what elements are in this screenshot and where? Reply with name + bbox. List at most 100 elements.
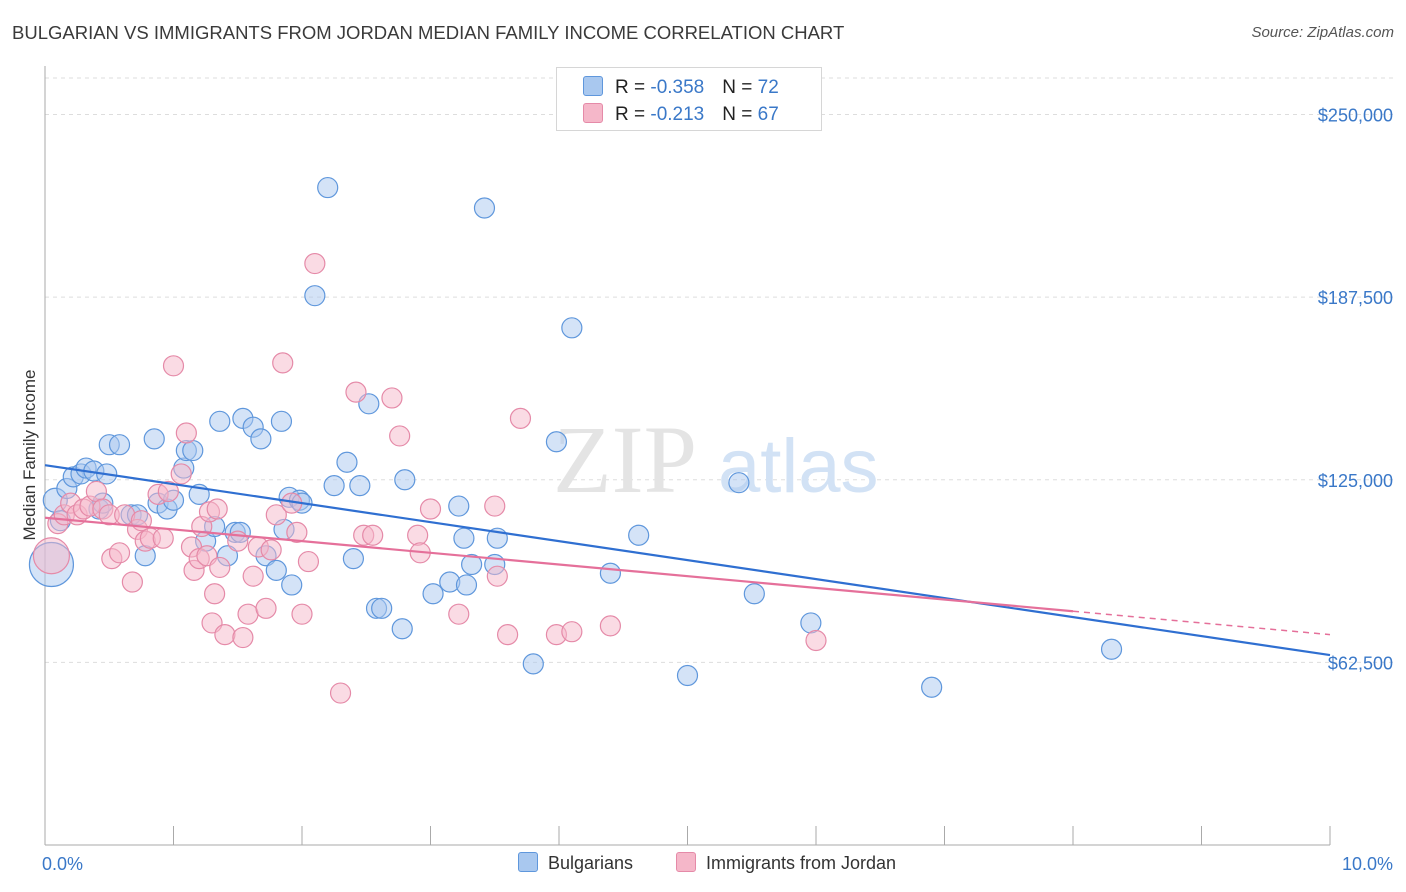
bulgarian-point: [371, 597, 393, 619]
jordan-point: [329, 682, 352, 704]
watermark-zip: ZIP: [553, 406, 697, 513]
legend-row-bulgarians: R = -0.358 N = 72: [583, 76, 779, 99]
watermark: ZIP atlas: [553, 406, 879, 513]
jordan-point: [32, 537, 71, 575]
bulgarian-point: [270, 410, 293, 432]
bulgarian-point: [545, 431, 568, 453]
bulgarian-point: [522, 653, 544, 675]
jordan-point: [486, 565, 508, 587]
jordan-point: [214, 624, 236, 646]
chart-title: BULGARIAN VS IMMIGRANTS FROM JORDAN MEDI…: [12, 22, 845, 43]
axes: [44, 66, 1331, 846]
jordan-point: [381, 387, 403, 409]
jordan-point: [108, 542, 131, 564]
bottom-legend-label: Immigrants from Jordan: [706, 853, 897, 873]
jordan-point: [121, 571, 143, 593]
bulgarian-point: [349, 475, 371, 497]
jordan-point: [237, 603, 259, 625]
bulgarian-point: [342, 548, 364, 570]
jordan-point: [175, 422, 197, 444]
jordan-point: [152, 527, 174, 549]
data-points: [28, 176, 1123, 704]
bulgarian-point: [455, 574, 478, 596]
bulgarian-point: [461, 553, 483, 576]
jordan-point: [345, 381, 367, 403]
jordan-point: [206, 498, 228, 520]
jordan-point: [272, 352, 294, 374]
y-tick-label: $250,000: [1318, 106, 1393, 126]
bulgarian-point: [561, 317, 583, 339]
legend-n-value: 72: [757, 77, 779, 98]
jordan-point: [286, 521, 308, 543]
bottom-legend-swatch-jordan: [676, 852, 696, 872]
bulgarian-point: [921, 676, 943, 698]
jordan-point: [448, 603, 470, 625]
legend-n-value: 67: [757, 104, 779, 125]
bulgarian-point: [728, 472, 750, 494]
bulgarian-point: [448, 495, 470, 517]
bulgarian-point: [323, 475, 345, 497]
jordan-trend-line: [44, 516, 1074, 613]
jordan-point: [484, 495, 506, 517]
bulgarian-point: [1100, 638, 1123, 660]
legend-r-value: -0.213: [650, 104, 705, 125]
legend-row-jordan: R = -0.213 N = 67: [583, 103, 779, 126]
y-tick-labels: $62,500 $125,000 $187,500 $250,000: [1318, 106, 1393, 674]
jordan-point: [291, 603, 313, 625]
bulgarian-point: [800, 612, 822, 634]
jordan-point: [362, 524, 384, 546]
jordan-point: [255, 597, 277, 619]
jordan-point: [265, 504, 287, 526]
bottom-legend-swatch-bulgarians: [518, 852, 538, 872]
legend-r-label: R =: [615, 104, 651, 125]
jordan-point: [170, 463, 192, 485]
jordan-point: [561, 621, 583, 643]
bulgarian-point: [676, 664, 699, 687]
watermark-atlas: atlas: [718, 424, 879, 509]
x-tick-label: 0.0%: [42, 854, 83, 874]
jordan-point: [304, 252, 326, 275]
bulgarian-point: [422, 583, 444, 605]
bulgarian-point: [743, 583, 765, 605]
jordan-point: [204, 583, 226, 605]
bulgarian-point: [394, 469, 416, 491]
bulgarian-point: [265, 559, 287, 581]
trend-lines: [44, 464, 1331, 657]
jordan-point: [419, 498, 442, 520]
bulgarian-point: [250, 428, 272, 450]
bulgarian-point: [209, 410, 231, 432]
jordan-point: [232, 626, 254, 649]
bulgarian-point: [473, 197, 496, 219]
jordan-point: [599, 615, 622, 637]
bulgarian-point: [304, 285, 326, 307]
source-label: Source: ZipAtlas.com: [1251, 24, 1394, 41]
jordan-point: [260, 539, 282, 561]
jordan-point: [297, 550, 320, 573]
jordan-point: [162, 355, 185, 377]
y-tick-label: $125,000: [1318, 471, 1393, 491]
bulgarian-point: [391, 618, 413, 640]
x-tick-labels: 0.0% 10.0%: [42, 854, 1393, 874]
bottom-legend-label: Bulgarians: [548, 853, 634, 873]
legend-swatch-jordan: [583, 103, 603, 123]
bulgarian-point: [628, 524, 650, 546]
legend-r-label: R =: [615, 77, 651, 98]
legend-n-label: N =: [722, 104, 758, 125]
bulgarian-point: [108, 434, 131, 456]
jordan-point: [407, 524, 429, 546]
bulgarian-point: [317, 176, 339, 199]
x-tick-label: 10.0%: [1342, 854, 1393, 874]
legend-n-label: N =: [722, 77, 758, 98]
legend-r-value: -0.358: [650, 77, 705, 98]
jordan-point: [157, 480, 179, 503]
jordan-point: [242, 565, 264, 587]
legend: R = -0.358 N = 72 R = -0.213 N = 67: [556, 67, 822, 131]
y-tick-label: $62,500: [1328, 653, 1393, 673]
jordan-point: [497, 624, 519, 646]
bottom-legend-jordan: Immigrants from Jordan: [676, 852, 896, 874]
bulgarian-point: [453, 527, 475, 549]
jordan-point: [509, 407, 532, 430]
jordan-point: [805, 629, 827, 652]
bulgarian-trend-line: [44, 464, 1331, 657]
